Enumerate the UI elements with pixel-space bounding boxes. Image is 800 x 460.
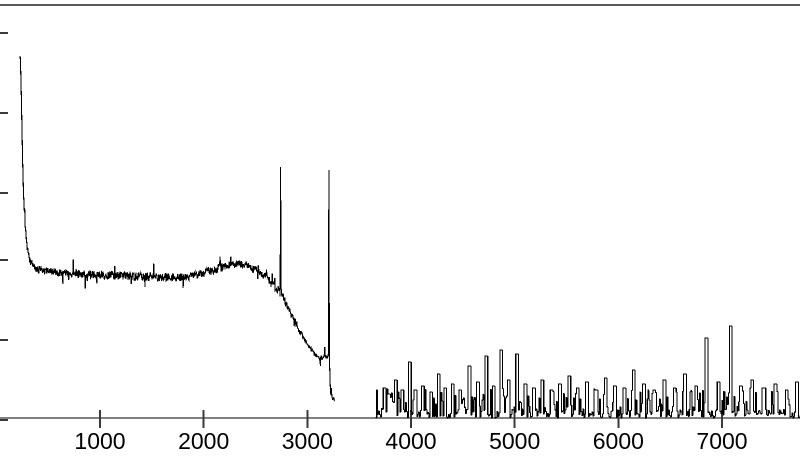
x-tick-label-5000: 5000	[489, 428, 541, 454]
x-tick-label-7000: 7000	[696, 428, 748, 454]
noise-floor-trace	[375, 325, 800, 419]
x-tick-label-3000: 3000	[281, 428, 333, 454]
spectrum-trace	[19, 55, 336, 403]
noise-floor-path	[375, 325, 800, 419]
y-axis-ticks	[0, 32, 8, 421]
x-tick-label-2000: 2000	[178, 428, 230, 454]
x-tick-label-4000: 4000	[385, 428, 437, 454]
x-tick-label-6000: 6000	[592, 428, 644, 454]
x-tick-label-1000: 1000	[74, 428, 126, 454]
